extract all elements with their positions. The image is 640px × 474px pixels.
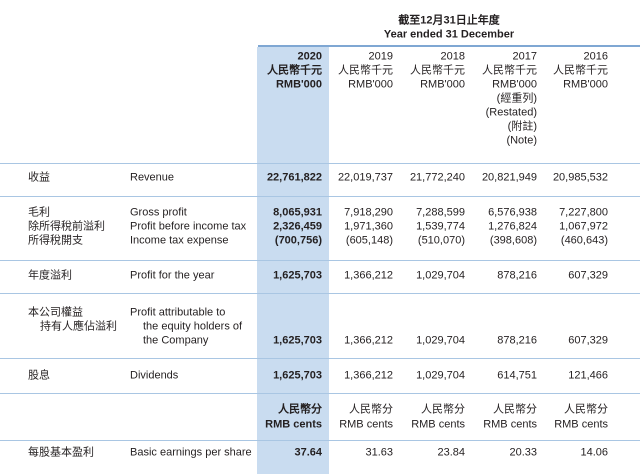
cell-value: 20.33 — [509, 446, 537, 459]
eps-unit-zh: 人民幣分 — [278, 403, 322, 416]
cell-value: 607,329 — [568, 269, 608, 282]
row-rule — [0, 260, 640, 261]
column-unit-zh: 人民幣千元 — [267, 64, 322, 77]
cell-value: 1,366,212 — [344, 334, 393, 347]
row-label-zh: 股息 — [28, 369, 50, 382]
column-unit-zh: 人民幣千元 — [410, 64, 465, 77]
cell-value: 6,576,938 — [488, 206, 537, 219]
row-rule — [0, 293, 640, 294]
cell-value: 2,326,459 — [273, 220, 322, 233]
row-rule — [0, 440, 640, 441]
column-year: 2018 — [440, 50, 465, 63]
header-title-zh: 截至12月31日止年度 — [398, 14, 500, 27]
column-unit-zh: 人民幣千元 — [553, 64, 608, 77]
cell-value: 121,466 — [568, 369, 608, 382]
cell-value: 37.64 — [294, 446, 322, 459]
cell-value: (460,643) — [560, 234, 608, 247]
cell-value: (510,070) — [417, 234, 465, 247]
cell-value: 20,985,532 — [552, 171, 608, 184]
cell-value: 7,227,800 — [559, 206, 608, 219]
row-label-en: Profit before income tax — [130, 220, 247, 233]
column-year: 2020 — [297, 50, 322, 63]
cell-value: 21,772,240 — [409, 171, 465, 184]
column-unit-zh: 人民幣千元 — [338, 64, 393, 77]
row-rule — [0, 358, 640, 359]
eps-unit-en: RMB cents — [483, 418, 537, 431]
cell-value: 607,329 — [568, 334, 608, 347]
row-label-zh: 每股基本盈利 — [28, 446, 94, 459]
cell-value: (605,148) — [345, 234, 393, 247]
cell-value: 1,029,704 — [416, 369, 465, 382]
cell-value: 1,067,972 — [559, 220, 608, 233]
eps-unit-en: RMB cents — [554, 418, 608, 431]
header-rule — [258, 45, 640, 47]
cell-value: 22,761,822 — [266, 171, 322, 184]
row-label-en: Profit for the year — [130, 269, 215, 282]
cell-value: 22,019,737 — [337, 171, 393, 184]
cell-value: (700,756) — [274, 234, 322, 247]
cell-value: 14.06 — [580, 446, 608, 459]
column-unit-en: RMB'000 — [563, 78, 608, 91]
column-note: (Note) — [506, 134, 537, 147]
cell-value: 1,625,703 — [273, 334, 322, 347]
eps-unit-zh: 人民幣分 — [349, 403, 393, 416]
row-rule — [0, 393, 640, 394]
column-note: (Restated) — [485, 106, 537, 119]
column-unit-en: RMB'000 — [492, 78, 537, 91]
row-label-zh: 除所得稅前溢利 — [28, 220, 105, 233]
cell-value: 23.84 — [437, 446, 465, 459]
column-unit-en: RMB'000 — [275, 78, 322, 91]
column-unit-zh: 人民幣千元 — [482, 64, 537, 77]
row-label-zh: 毛利 — [28, 206, 50, 219]
eps-unit-en: RMB cents — [265, 418, 322, 431]
eps-unit-zh: 人民幣分 — [564, 403, 608, 416]
cell-value: 878,216 — [497, 334, 537, 347]
row-label-zh: 持有人應佔溢利 — [40, 320, 117, 333]
cell-value: 1,366,212 — [344, 369, 393, 382]
column-unit-en: RMB'000 — [348, 78, 393, 91]
cell-value: 878,216 — [497, 269, 537, 282]
row-label-zh: 年度溢利 — [28, 269, 72, 282]
row-label-en: Gross profit — [130, 206, 187, 219]
eps-unit-en: RMB cents — [339, 418, 393, 431]
column-year: 2019 — [368, 50, 393, 63]
cell-value: 1,625,703 — [273, 369, 322, 382]
eps-unit-en: RMB cents — [411, 418, 465, 431]
header-title-en: Year ended 31 December — [383, 28, 515, 41]
eps-unit-zh: 人民幣分 — [493, 403, 537, 416]
column-year: 2017 — [512, 50, 537, 63]
row-label-zh: 收益 — [28, 171, 50, 184]
row-label-en: Dividends — [130, 369, 179, 382]
column-note: (附註) — [507, 120, 537, 133]
cell-value: 1,029,704 — [416, 334, 465, 347]
cell-value: 1,625,703 — [273, 269, 322, 282]
column-note: (經重列) — [496, 92, 537, 105]
row-label-zh: 本公司權益 — [28, 306, 83, 319]
row-label-en: the equity holders of — [143, 320, 243, 333]
row-label-en: Profit attributable to — [130, 306, 226, 319]
row-label-en: Basic earnings per share — [130, 446, 252, 459]
row-rule — [0, 196, 640, 197]
cell-value: 614,751 — [497, 369, 537, 382]
cell-value: 20,821,949 — [481, 171, 537, 184]
column-year: 2016 — [583, 50, 608, 63]
row-rule — [0, 163, 640, 164]
cell-value: 1,276,824 — [488, 220, 537, 233]
cell-value: 1,366,212 — [344, 269, 393, 282]
row-label-en: Revenue — [130, 171, 175, 184]
cell-value: 7,288,599 — [416, 206, 465, 219]
cell-value: 31.63 — [365, 446, 393, 459]
row-label-en: the Company — [143, 334, 209, 347]
cell-value: 8,065,931 — [273, 206, 322, 219]
cell-value: (398,608) — [489, 234, 537, 247]
cell-value: 7,918,290 — [344, 206, 393, 219]
eps-unit-zh: 人民幣分 — [421, 403, 465, 416]
row-label-zh: 所得稅開支 — [28, 234, 83, 247]
cell-value: 1,971,360 — [344, 220, 393, 233]
cell-value: 1,029,704 — [416, 269, 465, 282]
cell-value: 1,539,774 — [416, 220, 465, 233]
row-label-en: Income tax expense — [130, 234, 229, 247]
column-unit-en: RMB'000 — [420, 78, 465, 91]
